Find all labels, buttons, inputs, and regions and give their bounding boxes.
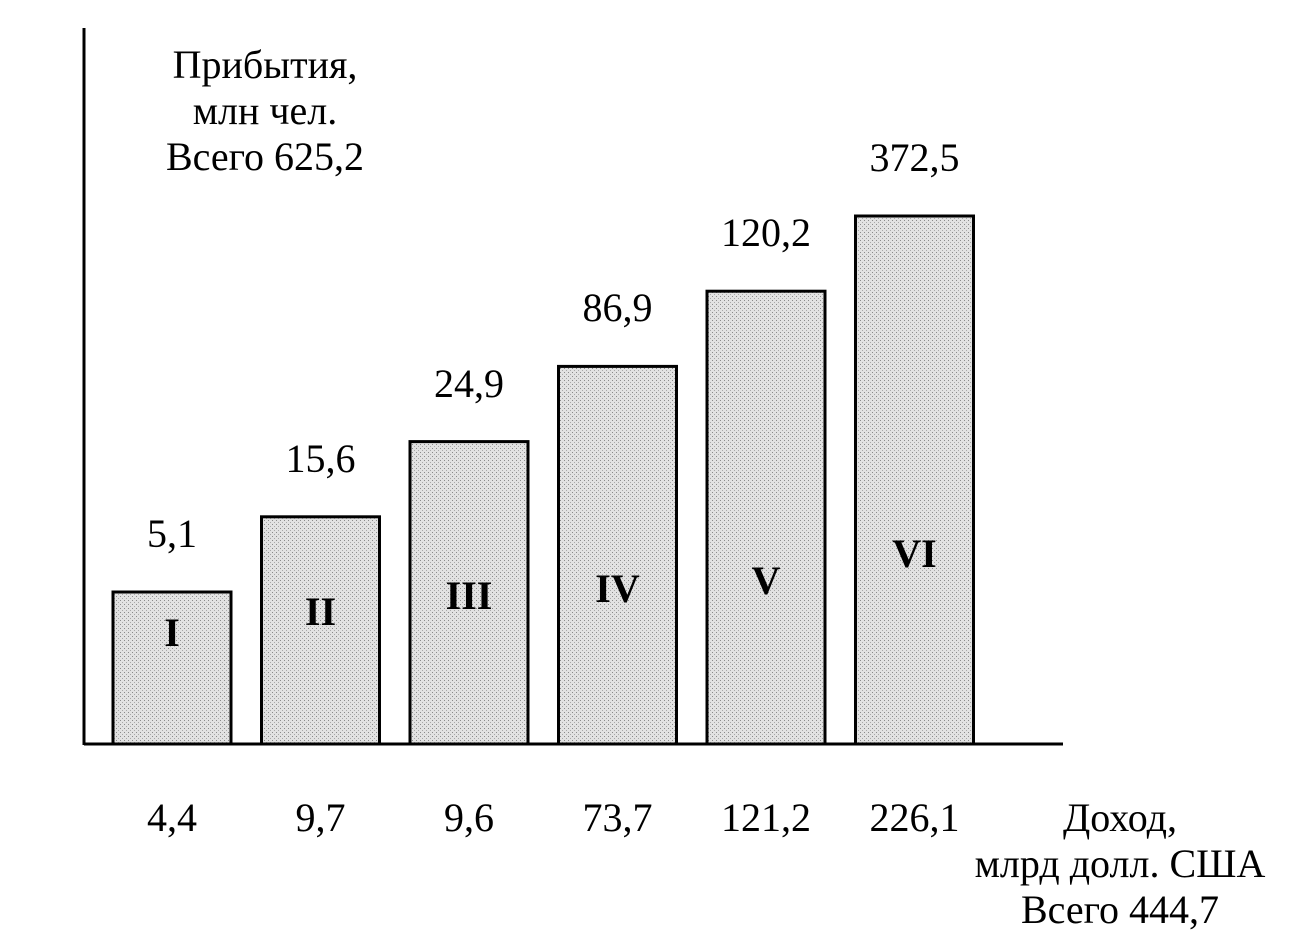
bar-value-label: 86,9 <box>582 285 653 331</box>
x-axis-label-line-1: Доход, <box>1063 795 1177 840</box>
income-label: 121,2 <box>721 795 811 840</box>
income-label: 73,7 <box>582 795 653 840</box>
bar-value-label: 372,5 <box>869 135 960 180</box>
income-label: 226,1 <box>869 795 960 840</box>
bar-value-label: 15,6 <box>285 435 356 481</box>
income-label: 9,7 <box>295 795 346 840</box>
y-axis-label-line-2: млн чел. <box>192 88 338 133</box>
income-label: 4,4 <box>147 795 197 840</box>
bar-VI <box>854 214 975 746</box>
bar-IV <box>557 364 678 746</box>
y-axis-label-line-3: Всего 625,2 <box>165 134 365 179</box>
bar-category-label: IV <box>595 566 640 612</box>
bar-value-label: 5,1 <box>147 511 197 556</box>
bar-I <box>111 590 233 746</box>
bar-category-label: V <box>751 557 781 603</box>
bar-V <box>705 289 827 746</box>
x-axis-label-line-3: Всего 444,7 <box>1020 887 1220 932</box>
bar-category-label: III <box>445 572 493 618</box>
bar-II <box>260 515 381 746</box>
bar-value-label: 120,2 <box>721 210 811 256</box>
y-axis-label-line-1: Прибытия, <box>172 42 358 87</box>
bar-category-label: II <box>304 589 337 635</box>
bar-category-label: VI <box>892 530 937 576</box>
bars-group <box>111 214 975 746</box>
x-axis-label: Доход, млрд долл. США Всего 444,7 <box>965 795 1275 933</box>
income-label: 9,6 <box>444 795 494 840</box>
bar-III <box>408 440 530 746</box>
y-axis-label: Прибытия, млн чел. Всего 625,2 <box>130 42 400 180</box>
bar-category-label: I <box>164 610 180 656</box>
bar-value-label: 24,9 <box>434 360 504 406</box>
x-axis-label-line-2: млрд долл. США <box>974 841 1266 886</box>
